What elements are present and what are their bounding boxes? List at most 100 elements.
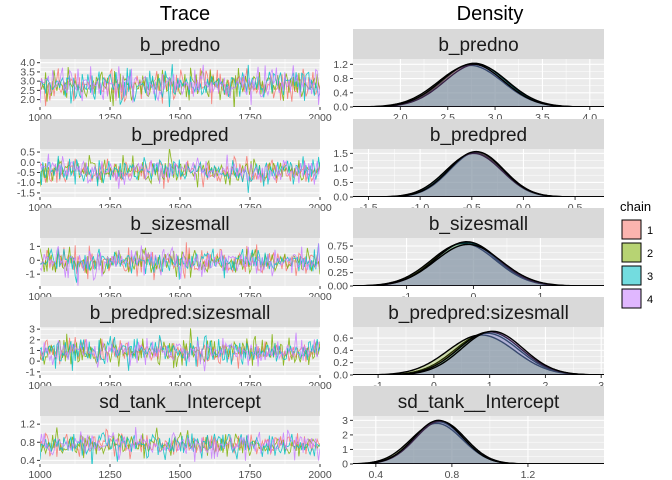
trace-b-predpred-sizesmall-strip-title: b_predpred:sizesmall: [90, 303, 271, 324]
trace-sd-tank-intercept-x-tick-label: 1000: [28, 469, 52, 480]
density-sd-tank-intercept-y-tick-label: 3: [342, 415, 348, 427]
density-b-predpred-sizesmall-strip: [353, 297, 604, 327]
legend-label-chain-1: 1: [647, 225, 653, 237]
density-b-predpred-sizesmall-series: [353, 330, 604, 375]
density-sd-tank-intercept-x-tick-label: 0.4: [369, 469, 384, 480]
density-b-predpred-sizesmall-y-tick-label: 0.4: [333, 345, 348, 357]
density-b-predpred-sizesmall-panel: b_predpred:sizesmall-101230.00.20.40.6: [333, 297, 604, 392]
density-b-predpred-chain-4-density: [353, 150, 604, 197]
density-b-sizesmall-series: [353, 241, 604, 286]
trace-sd-tank-intercept-axes: 1000 1250 1500 1750 2000 0.4 0.8 1.2: [20, 419, 331, 480]
trace-sd-tank-intercept-chain-4-line: [40, 426, 320, 462]
trace-sd-tank-intercept-chain-2-line: [40, 427, 320, 459]
legend-key-chain-3: [621, 265, 642, 286]
density-sd-tank-intercept-chain-4-density: [353, 419, 604, 464]
trace-b-predpred-sizesmall-panel: b_predpred:sizesmall10001250150017502000…: [26, 297, 332, 392]
trace-sd-tank-intercept-x-tick-label: 1750: [238, 469, 262, 480]
density-b-sizesmall-y-tick-label: 0.00: [328, 281, 349, 293]
trace-b-predpred-y-tick-label: 0.0: [20, 157, 35, 169]
trace-b-predpred-panel: b_predpred10001250150017502000-1.5-1.0-0…: [17, 119, 332, 214]
trace-b-predpred-sizesmall-y-tick-label: 3: [29, 324, 35, 336]
density-sd-tank-intercept-panel: sd_tank__Intercept 0.4 0.8 1.2 0 1 2 3: [342, 386, 604, 480]
density-b-predpred-y-tick-label: 0.5: [333, 177, 348, 189]
trace-sd-tank-intercept-panel: sd_tank__Intercept 1000 1250 1500 1750 2000 0.…: [20, 386, 332, 480]
trace-b-predno-series: [40, 64, 320, 107]
density-b-sizesmall-y-tick-label: 0.50: [328, 254, 349, 266]
trace-sd-tank-intercept-x-tick-label: 1500: [168, 469, 192, 480]
trace-b-sizesmall-strip-title: b_sizesmall: [130, 214, 229, 235]
trace-b-predno-strip: [40, 29, 320, 59]
density-b-sizesmall-chain-4-density: [353, 243, 604, 286]
density-column-title: Density: [457, 3, 524, 25]
trace-sd-tank-intercept-strip-title: sd_tank__Intercept: [99, 392, 261, 413]
density-b-predno-strip: [353, 29, 604, 59]
chain-legend: chain 1 2 3 4: [620, 199, 653, 309]
density-b-predpred-y-tick-label: 1.0: [333, 162, 348, 174]
density-sd-tank-intercept-y-tick-label: 0: [342, 459, 348, 471]
trace-b-sizesmall-y-tick-label: 1: [29, 241, 35, 253]
density-sd-tank-intercept-x-tick-label: 1.2: [521, 469, 536, 480]
density-b-sizesmall-strip: [353, 208, 604, 238]
density-b-predno-y-tick-label: 0.8: [333, 73, 348, 85]
legend-key-chain-4: [621, 288, 642, 309]
trace-b-predpred-sizesmall-y-tick-label: 0: [29, 356, 35, 368]
density-b-predpred-panel: b_predpred-1.5-1.0-0.50.00.50.00.51.01.5: [333, 119, 604, 214]
density-b-predno-series: [353, 62, 604, 107]
trace-b-predno-y-tick-label: 2.0: [20, 94, 35, 106]
trace-b-sizesmall-y-tick-label: 0: [29, 255, 35, 267]
trace-b-predno-chain-4-line: [40, 64, 320, 106]
trace-column-title: Trace: [160, 3, 210, 25]
trace-b-predpred-y-tick-label: -1.0: [17, 177, 35, 189]
trace-b-predno-strip-title: b_predno: [140, 35, 220, 56]
trace-b-predpred-y-tick-label: -0.5: [17, 167, 35, 179]
trace-b-predno-y-tick-label: 4.0: [20, 57, 35, 69]
density-b-predno-y-tick-label: 1.2: [333, 59, 348, 71]
density-sd-tank-intercept-series: [353, 419, 604, 464]
trace-b-sizesmall-strip: [40, 208, 320, 238]
density-sd-tank-intercept-y-tick-label: 1: [342, 444, 348, 456]
density-sd-tank-intercept-axes: 0.4 0.8 1.2 0 1 2 3: [342, 415, 535, 480]
trace-sd-tank-intercept-x-tick-label: 2000: [308, 469, 332, 480]
density-b-predpred-sizesmall-y-tick-label: 0.0: [333, 370, 348, 382]
trace-b-predno-y-tick-label: 3.5: [20, 66, 35, 78]
density-b-predno-y-tick-label: 0.0: [333, 102, 348, 114]
density-b-predpred-plot-area: [353, 149, 604, 197]
density-b-sizesmall-y-tick-label: 0.75: [328, 241, 349, 253]
density-sd-tank-intercept-strip-title: sd_tank__Intercept: [398, 392, 560, 413]
trace-b-predno-y-tick-label: 3.0: [20, 76, 35, 88]
density-b-predno-strip-title: b_predno: [438, 35, 518, 56]
trace-sd-tank-intercept-x-tick-label: 1250: [98, 469, 122, 480]
density-b-predpred-strip: [353, 119, 604, 149]
trace-b-sizesmall-y-tick-label: -1: [26, 269, 35, 281]
density-b-predpred-sizesmall-y-tick-label: 0.2: [333, 357, 348, 369]
density-sd-tank-intercept-strip: [353, 386, 604, 416]
legend-label-chain-3: 3: [647, 271, 653, 283]
density-sd-tank-intercept-y-tick-label: 2: [342, 429, 348, 441]
trace-b-predpred-y-tick-label: 0.5: [20, 147, 35, 159]
trace-b-predpred-sizesmall-y-tick-label: -1: [26, 366, 35, 378]
trace-b-predpred-sizesmall-chain-3-line: [40, 334, 320, 371]
trace-sd-tank-intercept-strip: [40, 386, 320, 416]
trace-sd-tank-intercept-y-tick-label: 1.2: [20, 419, 35, 431]
trace-b-sizesmall-chain-4-line: [40, 243, 320, 286]
density-b-predpred-y-tick-label: 1.5: [333, 148, 348, 160]
trace-b-predno-y-tick-label: 2.5: [20, 85, 35, 97]
trace-b-predpred-sizesmall-y-tick-label: 1: [29, 345, 35, 357]
trace-sd-tank-intercept-y-tick-label: 0.4: [20, 455, 35, 467]
trace-b-predno-chain-2-line: [40, 66, 320, 107]
trace-b-sizesmall-series: [40, 242, 320, 286]
legend-label-chain-4: 4: [647, 294, 653, 306]
density-b-sizesmall-y-tick-label: 0.25: [328, 267, 349, 279]
trace-sd-tank-intercept-y-tick-label: 0.8: [20, 437, 35, 449]
density-b-predpred-y-tick-label: 0.0: [333, 192, 348, 204]
legend-label-chain-2: 2: [647, 248, 653, 260]
density-b-sizesmall-panel: b_sizesmall-1010.000.250.500.75: [328, 208, 604, 303]
trace-b-predpred-sizesmall-y-tick-label: 2: [29, 334, 35, 346]
trace-b-predpred-sizesmall-series: [40, 328, 320, 372]
trace-b-predpred-strip: [40, 119, 320, 149]
legend-title: chain: [620, 199, 651, 214]
